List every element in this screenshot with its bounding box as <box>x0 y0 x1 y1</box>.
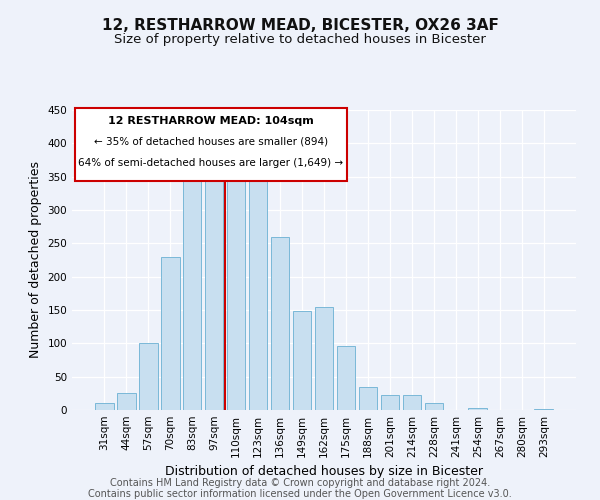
Bar <box>271 236 289 410</box>
Text: 12 RESTHARROW MEAD: 104sqm: 12 RESTHARROW MEAD: 104sqm <box>108 116 313 126</box>
Bar <box>380 396 399 410</box>
Text: Contains public sector information licensed under the Open Government Licence v3: Contains public sector information licen… <box>88 489 512 499</box>
Bar <box>293 312 311 410</box>
Text: ← 35% of detached houses are smaller (894): ← 35% of detached houses are smaller (89… <box>94 137 328 147</box>
Bar <box>337 346 355 410</box>
Bar <box>425 402 443 410</box>
Bar <box>227 160 245 410</box>
Bar <box>469 408 487 410</box>
Bar <box>249 172 268 410</box>
Bar <box>95 404 113 410</box>
Bar <box>205 162 223 410</box>
Bar <box>161 256 179 410</box>
X-axis label: Distribution of detached houses by size in Bicester: Distribution of detached houses by size … <box>165 466 483 478</box>
Bar <box>117 394 136 410</box>
Bar <box>359 386 377 410</box>
Bar <box>183 166 202 410</box>
Text: 12, RESTHARROW MEAD, BICESTER, OX26 3AF: 12, RESTHARROW MEAD, BICESTER, OX26 3AF <box>101 18 499 32</box>
Text: Size of property relative to detached houses in Bicester: Size of property relative to detached ho… <box>114 32 486 46</box>
Bar <box>139 344 158 410</box>
Bar <box>314 306 334 410</box>
Text: Contains HM Land Registry data © Crown copyright and database right 2024.: Contains HM Land Registry data © Crown c… <box>110 478 490 488</box>
FancyBboxPatch shape <box>74 108 347 180</box>
Y-axis label: Number of detached properties: Number of detached properties <box>29 162 42 358</box>
Bar <box>403 396 421 410</box>
Bar <box>535 408 553 410</box>
Text: 64% of semi-detached houses are larger (1,649) →: 64% of semi-detached houses are larger (… <box>78 158 343 168</box>
